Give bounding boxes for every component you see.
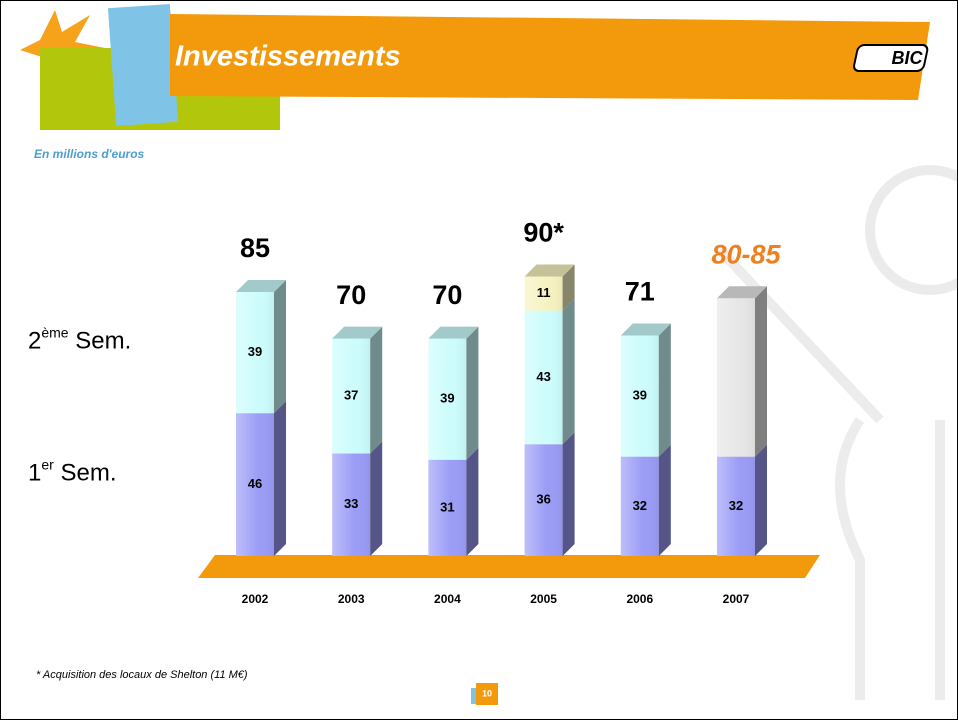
bar-shade bbox=[524, 444, 563, 556]
bar-shade bbox=[332, 453, 371, 556]
bar-shade bbox=[236, 413, 274, 556]
bar-shade bbox=[236, 292, 274, 414]
bar-top bbox=[717, 286, 767, 299]
bar-side bbox=[562, 264, 575, 311]
legend-sup: er bbox=[41, 456, 54, 472]
chart: 2002463985200333377020043139702005364311… bbox=[28, 218, 820, 606]
bar-shade bbox=[428, 459, 467, 556]
x-tick-label: 2002 bbox=[242, 592, 269, 606]
value-label: 11 bbox=[537, 285, 551, 300]
total-label: 90* bbox=[523, 218, 564, 248]
total-label: 70 bbox=[336, 280, 366, 310]
value-label: 39 bbox=[633, 388, 647, 403]
total-label: 70 bbox=[432, 280, 462, 310]
bar-side bbox=[562, 432, 575, 556]
bar-top bbox=[620, 323, 671, 336]
x-tick-label: 2003 bbox=[338, 592, 365, 606]
value-label: 33 bbox=[344, 496, 358, 511]
bar-side bbox=[466, 326, 479, 460]
bar-shade bbox=[620, 335, 659, 457]
bar-side bbox=[658, 444, 671, 556]
star bbox=[20, 10, 105, 85]
logo: BIC bbox=[892, 48, 924, 68]
background-figure bbox=[716, 165, 958, 700]
total-label: 85 bbox=[240, 233, 270, 263]
value-label: 46 bbox=[248, 476, 262, 491]
value-label: 39 bbox=[248, 344, 262, 359]
value-label: 43 bbox=[536, 369, 550, 384]
legend-rest: Sem. bbox=[69, 328, 132, 355]
value-label: 32 bbox=[729, 498, 743, 513]
legend-label: 1er Sem. bbox=[28, 456, 117, 487]
bar-shade bbox=[717, 456, 755, 556]
bar-top bbox=[236, 280, 286, 293]
bar-shade bbox=[428, 338, 467, 460]
bar-side bbox=[755, 286, 767, 457]
x-tick-label: 2004 bbox=[434, 592, 461, 606]
bar-shade bbox=[717, 298, 755, 457]
legend-num: 2 bbox=[28, 328, 41, 355]
bar-top bbox=[524, 264, 575, 277]
x-tick-label: 2005 bbox=[530, 592, 557, 606]
orange-band bbox=[170, 14, 930, 100]
value-label: 31 bbox=[440, 499, 454, 514]
value-label: 39 bbox=[440, 391, 454, 406]
bar-side bbox=[562, 298, 575, 445]
bar-side bbox=[370, 326, 383, 454]
legend-sup: ème bbox=[41, 324, 68, 340]
bar-shade bbox=[620, 456, 659, 556]
x-tick-label: 2006 bbox=[626, 592, 653, 606]
total-label: 80-85 bbox=[711, 239, 781, 269]
floor bbox=[198, 555, 820, 578]
title: Investissements bbox=[175, 41, 401, 73]
page-number: 10 bbox=[482, 688, 492, 698]
value-label: 36 bbox=[536, 492, 550, 507]
bar-shade bbox=[332, 338, 371, 454]
logo-frame bbox=[853, 44, 929, 72]
bar-side bbox=[370, 441, 383, 556]
value-label: 32 bbox=[633, 498, 647, 513]
value-label: 37 bbox=[344, 388, 358, 403]
bar-side bbox=[755, 444, 767, 556]
bar-shade bbox=[524, 310, 563, 445]
bar-side bbox=[658, 323, 671, 457]
legend-num: 1 bbox=[28, 460, 41, 487]
bar-side bbox=[466, 447, 479, 556]
page-box bbox=[476, 683, 498, 705]
bar-side bbox=[274, 280, 286, 414]
bar-shade bbox=[524, 276, 563, 311]
legend-label: 2ème Sem. bbox=[28, 324, 131, 355]
legend-rest: Sem. bbox=[54, 460, 117, 487]
bar-top bbox=[332, 326, 383, 339]
x-tick-label: 2007 bbox=[723, 592, 750, 606]
footnote: * Acquisition des locaux de Shelton (11 … bbox=[36, 669, 248, 681]
total-label: 71 bbox=[625, 277, 655, 307]
bar-side bbox=[274, 401, 286, 556]
blue-block bbox=[107, 3, 179, 127]
bar-top bbox=[428, 326, 479, 339]
subtitle: En millions d'euros bbox=[34, 147, 145, 161]
